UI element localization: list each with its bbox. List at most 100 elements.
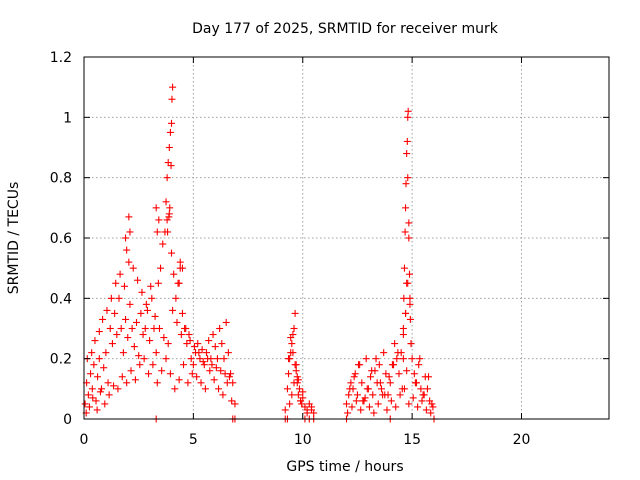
data-point	[106, 325, 114, 332]
data-point	[105, 391, 113, 399]
data-point	[88, 385, 96, 393]
data-point	[95, 355, 103, 363]
data-point	[136, 361, 144, 369]
data-point	[171, 385, 179, 393]
data-point	[113, 331, 121, 339]
data-point	[122, 315, 130, 323]
data-point	[166, 204, 174, 212]
data-point	[130, 343, 138, 351]
data-point	[285, 370, 293, 378]
data-point	[116, 270, 124, 278]
data-point	[390, 361, 398, 369]
data-point	[369, 391, 377, 399]
data-point	[290, 379, 298, 387]
data-point	[188, 370, 196, 378]
plot-frame	[83, 56, 610, 420]
data-point	[196, 355, 204, 363]
data-point	[195, 349, 203, 357]
data-point	[186, 337, 194, 345]
data-point	[211, 343, 219, 351]
data-point	[406, 294, 414, 302]
data-point	[381, 391, 389, 399]
grid-lines	[84, 57, 609, 419]
data-point	[92, 397, 100, 405]
data-point	[405, 219, 413, 227]
data-point	[286, 400, 294, 408]
data-point	[110, 382, 118, 390]
data-point	[177, 331, 185, 339]
data-point	[405, 400, 413, 408]
axis-ticks: 0 5 10 15 20 0 0.2 0.4 0.6 0.8 1 1.2	[50, 50, 609, 448]
data-point	[123, 379, 131, 387]
data-point	[403, 150, 411, 158]
data-point	[427, 409, 435, 417]
data-point	[415, 361, 423, 369]
data-point	[115, 294, 123, 302]
data-point	[122, 234, 130, 242]
data-point	[429, 403, 437, 411]
data-point	[204, 355, 212, 363]
data-point	[223, 379, 231, 387]
data-point	[125, 258, 133, 266]
data-point	[152, 349, 160, 357]
data-point	[405, 234, 413, 242]
data-point	[403, 279, 411, 287]
data-point	[200, 361, 208, 369]
data-point	[387, 397, 395, 405]
data-point	[172, 294, 180, 302]
data-point	[218, 340, 226, 348]
data-point	[135, 352, 143, 360]
data-point	[184, 379, 192, 387]
data-point	[399, 331, 407, 339]
data-point	[148, 294, 156, 302]
data-point	[348, 403, 356, 411]
data-point	[170, 270, 178, 278]
data-point	[367, 373, 375, 381]
data-point	[101, 400, 109, 408]
data-point	[183, 340, 191, 348]
data-point	[347, 379, 355, 387]
data-point	[420, 391, 428, 399]
data-point	[292, 367, 300, 375]
data-point	[346, 385, 354, 393]
data-point	[289, 349, 297, 357]
data-point	[298, 400, 306, 408]
data-point	[363, 385, 371, 393]
data-point	[345, 391, 353, 399]
data-point	[221, 370, 229, 378]
data-point	[398, 385, 406, 393]
y-axis-label: SRMTID / TECUs	[6, 182, 22, 295]
data-point	[102, 349, 110, 357]
data-point	[87, 370, 95, 378]
data-point	[386, 379, 394, 387]
data-point	[178, 264, 186, 272]
data-point	[406, 315, 414, 323]
y-tick-label: 0.6	[50, 231, 72, 247]
data-point	[162, 198, 170, 206]
data-point	[119, 349, 127, 357]
data-point	[120, 282, 128, 290]
data-point	[416, 355, 424, 363]
data-point	[85, 403, 93, 411]
y-tick-label: 1.2	[50, 50, 72, 66]
data-point	[166, 128, 174, 136]
data-point	[210, 376, 218, 384]
data-point	[403, 367, 411, 375]
data-point	[370, 409, 378, 417]
data-point	[152, 204, 160, 212]
data-point	[392, 403, 400, 411]
data-point	[100, 364, 108, 372]
data-point	[407, 340, 415, 348]
data-point	[159, 240, 167, 248]
data-point	[203, 349, 210, 357]
data-point	[133, 318, 140, 326]
data-point	[403, 137, 411, 145]
data-point	[123, 246, 131, 254]
data-point	[418, 397, 426, 405]
data-point	[297, 397, 305, 405]
data-point	[164, 228, 172, 236]
data-point	[175, 279, 183, 287]
data-point	[165, 213, 173, 221]
data-point	[385, 373, 393, 381]
